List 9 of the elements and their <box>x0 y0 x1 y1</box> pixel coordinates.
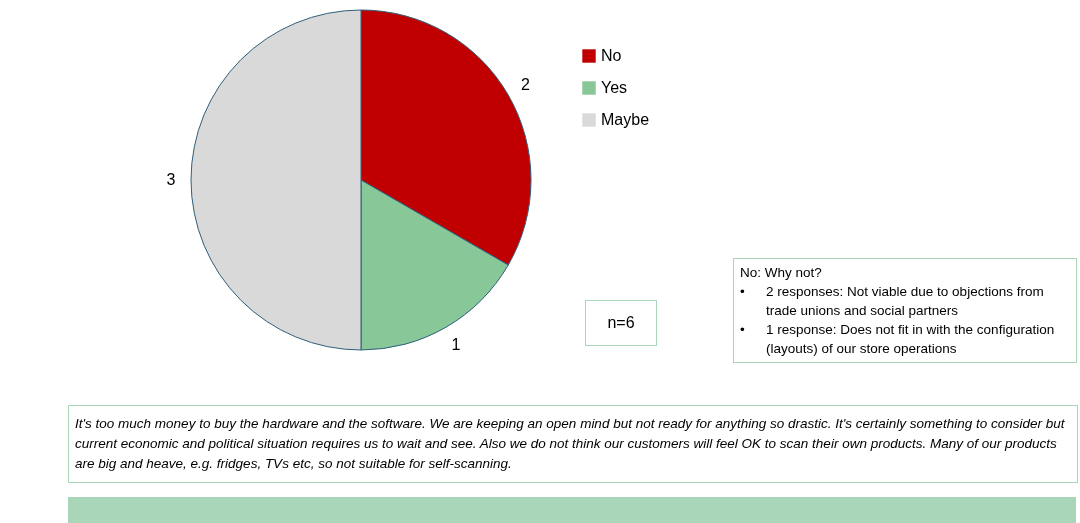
data-label: 1 <box>451 335 461 353</box>
text: No: Why not? • 2 responses: Not viable due to objections from trade unions and social partners • 1 response: Does not fit in with the configuration (layouts) of our store operations <box>740 264 1056 358</box>
text: It's too much money to buy the hardware and the software. We are keeping an open mind but not ready for anything so drastic. It's certainly something to consider but current economic and political situation requires us to wait and see. Also we do not think our customers will feel OK to scan their own products. Many of our products are big and heave, e.g. fridges, TVs etc, so not suitable for self-scanning. <box>68 405 1078 483</box>
legend-label: Maybe <box>601 111 650 128</box>
data-label: 2 <box>521 76 531 93</box>
legend-label: No <box>601 47 622 64</box>
data-label: 3 <box>166 171 176 188</box>
text: n=6 <box>585 300 657 346</box>
legend-label: Yes <box>601 79 628 96</box>
